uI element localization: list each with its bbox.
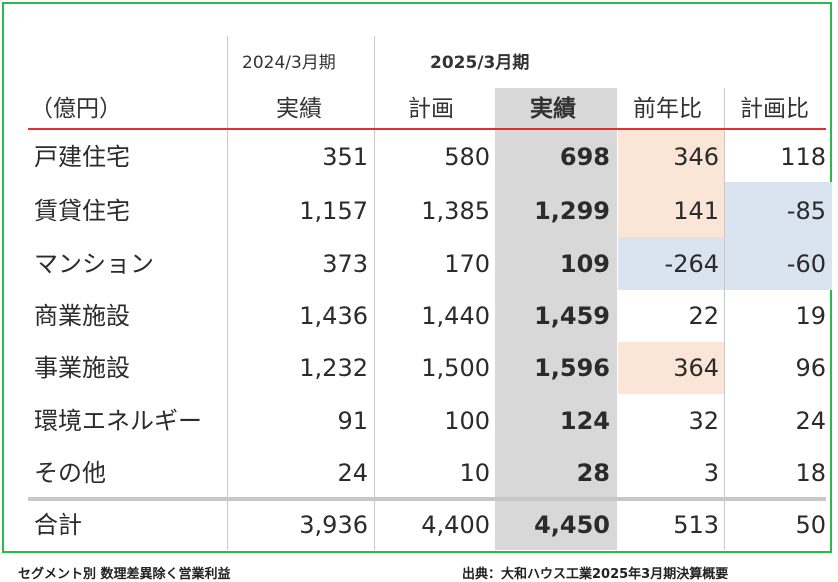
col-header-yoy: 前年比 [633,96,702,122]
highlight-cell [725,237,832,290]
highlight-cell [725,182,832,237]
table-row-value: 32 [688,407,719,435]
table-row-label: 環境エネルギー [34,407,202,435]
table-row-value: 1,436 [299,302,368,330]
table-row-label: 事業施設 [34,354,130,382]
table-row-value: 351 [322,143,368,171]
unit-label: （億円） [30,96,122,122]
table-row-value: 580 [444,143,490,171]
table-row-value: 22 [688,302,719,330]
table-row-value: 364 [673,354,719,382]
table-row-value: 1,385 [421,197,490,225]
total-row-value: 3,936 [299,511,368,539]
column-divider [227,36,228,550]
table-row-value: 118 [780,143,826,171]
table-row-value: 28 [576,459,610,487]
total-row-label: 合計 [34,511,82,539]
column-divider [724,88,725,550]
table-row-value: 124 [559,407,610,435]
table-row-value: -264 [664,250,719,278]
column-divider [374,36,375,550]
table-row-value: 10 [459,459,490,487]
table-row-value: 698 [559,143,610,171]
col-header-curr-actual: 実績 [530,96,576,122]
period-curr-label: 2025/3月期 [430,53,530,73]
col-header-prev-actual: 実績 [276,96,322,122]
table-row-value: 1,440 [421,302,490,330]
total-row-value: 4,400 [421,511,490,539]
table-row-label: マンション [34,250,154,278]
table-row-value: 91 [337,407,368,435]
highlight-cell [618,237,724,290]
header-rule [28,128,826,130]
period-prev-label: 2024/3月期 [242,53,336,73]
table-row-value: 373 [322,250,368,278]
total-row-value: 513 [673,511,719,539]
table-row-label: その他 [34,459,106,487]
table-row-value: 346 [673,143,719,171]
table-row-value: 1,459 [534,302,610,330]
total-rule [28,497,826,501]
table-row-value: 19 [795,302,826,330]
highlight-cell [618,182,724,237]
table-row-value: 141 [673,197,719,225]
table-row-value: 1,500 [421,354,490,382]
footer-caption: セグメント別 数理差異除く営業利益 [18,567,231,582]
table-row-value: -60 [786,250,826,278]
table-row-value: 1,596 [534,354,610,382]
table-row-label: 賃貸住宅 [34,197,130,225]
table-row-label: 商業施設 [34,302,130,330]
highlight-cell [618,130,724,182]
table-row-value: 1,299 [534,197,610,225]
table-row-value: 109 [559,250,610,278]
table-row-value: 170 [444,250,490,278]
table-row-value: 100 [444,407,490,435]
table-row-value: -85 [786,197,826,225]
table-row-value: 18 [795,459,826,487]
table-row-value: 96 [795,354,826,382]
total-row-value: 4,450 [534,511,610,539]
col-header-vs-plan: 計画比 [740,96,809,122]
table-row-label: 戸建住宅 [34,143,130,171]
total-row-value: 50 [795,511,826,539]
current-actual-column-shade [495,88,617,550]
table-row-value: 1,232 [299,354,368,382]
col-header-plan: 計画 [408,96,454,122]
table-row-value: 1,157 [299,197,368,225]
table-row-value: 24 [795,407,826,435]
footer-source: 出典：大和ハウス工業2025年3月期決算概要 [462,567,729,582]
highlight-cell [618,342,724,394]
table-row-value: 3 [703,459,719,487]
table-row-value: 24 [337,459,368,487]
